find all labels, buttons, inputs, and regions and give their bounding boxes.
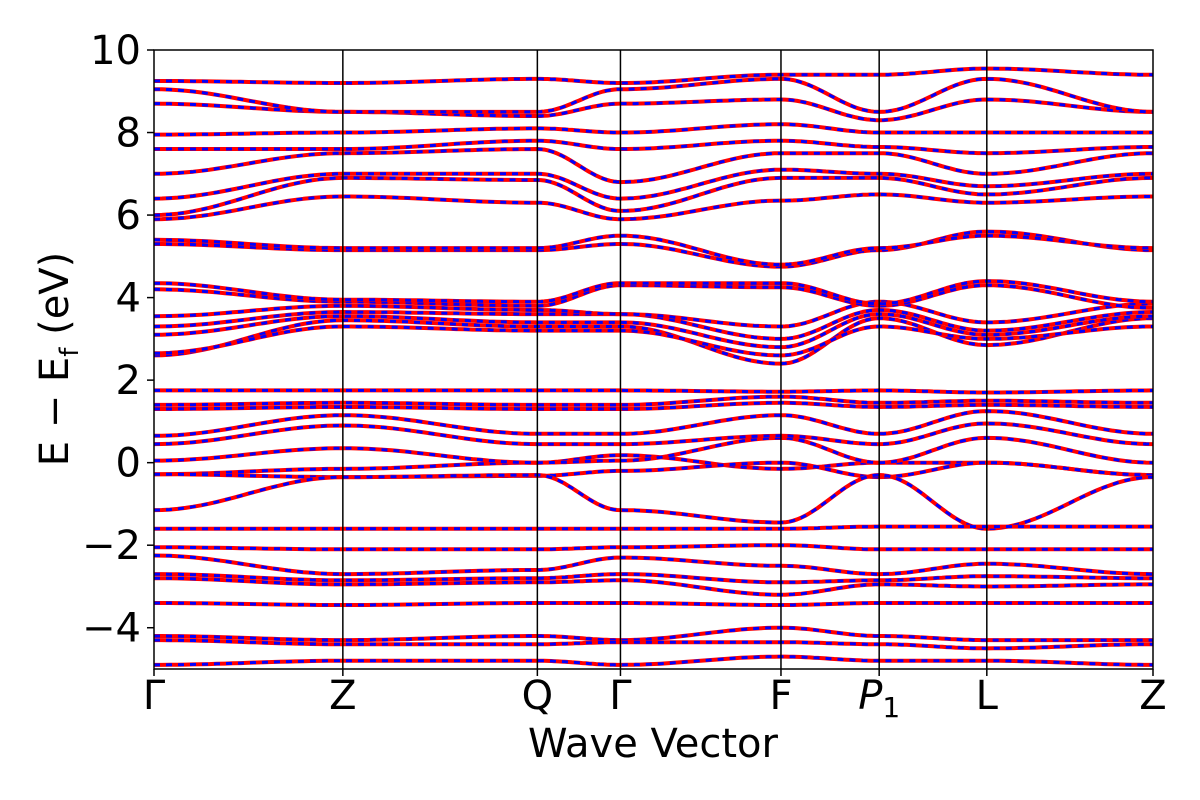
y-tick-label: 0 [116,441,141,487]
y-tick-label: 8 [116,111,141,157]
y-tick-label: 4 [116,276,141,322]
band-line-blue-dashed [154,67,1153,85]
band-line-red [154,409,1153,438]
x-tick-label: F [769,673,792,719]
band-line-blue-dashed [154,554,1153,576]
band-line-red [154,138,1153,156]
band-lines [154,66,1153,667]
x-tick-label: Γ [609,673,632,719]
band-line-blue-dashed [154,421,1153,446]
band-line-blue-dashed [154,234,1153,267]
band-line-blue-dashed [154,316,1153,366]
x-tick-label: Γ [143,673,166,719]
band-line-blue-dashed [154,168,1153,201]
band-line-blue-dashed [154,147,1153,184]
x-tick-label: L [976,673,999,719]
band-line-blue-dashed [154,176,1153,217]
y-axis-title-unit: (eV) [32,252,78,335]
y-tick-label: −4 [82,606,141,652]
band-line-red [154,312,1153,350]
y-axis-title: E − Ef (eV) [32,252,85,467]
y-axis-ticks: −4 −2 0 2 4 6 8 10 [82,28,154,652]
band-line-blue-dashed [154,655,1153,667]
x-axis-title: Wave Vector [528,721,779,767]
band-line-blue-dashed [154,572,1153,584]
y-tick-label: 2 [116,358,141,404]
band-line-red [154,473,1153,531]
y-tick-label: 6 [116,193,141,239]
band-line-blue-dashed [154,283,1153,310]
band-line-blue-dashed [154,401,1153,411]
svg-text:E − Ef (eV): E − Ef (eV) [32,252,85,467]
band-line-red [154,324,1153,358]
band-line-blue-dashed [154,626,1153,642]
high-symmetry-lines [342,50,988,669]
x-tick-label: Q [522,673,553,719]
band-line-blue-dashed [154,122,1153,137]
y-tick-label: 10 [90,28,141,74]
band-line-blue-dashed [154,192,1153,221]
band-line-blue-dashed [154,395,1153,407]
y-axis-title-subscript: f [55,347,85,357]
band-line-blue-dashed [154,473,1153,531]
band-line-blue-dashed [154,638,1153,650]
band-line-red [154,279,1153,306]
band-line-blue-dashed [154,139,1153,155]
x-axis-ticks: Γ Z Q Γ F P1 L Z [143,669,1167,724]
band-line-blue-dashed [154,308,1153,341]
band-line-blue-dashed [154,525,1153,531]
band-line-blue-dashed [154,388,1153,394]
x-tick-label: Z [1139,673,1166,719]
y-axis-title-main: E − E [32,357,78,467]
band-line-blue-dashed [154,576,1153,597]
band-line-blue-dashed [154,300,1153,329]
plot-frame [153,49,1154,670]
band-line-blue-dashed [154,601,1153,607]
x-tick-label: Z [329,673,356,719]
y-tick-label: −2 [82,523,141,569]
band-line-blue-dashed [154,436,1153,465]
band-line-blue-dashed [154,543,1153,551]
band-line-blue-dashed [154,77,1153,114]
x-tick-label: P1 [858,673,900,724]
